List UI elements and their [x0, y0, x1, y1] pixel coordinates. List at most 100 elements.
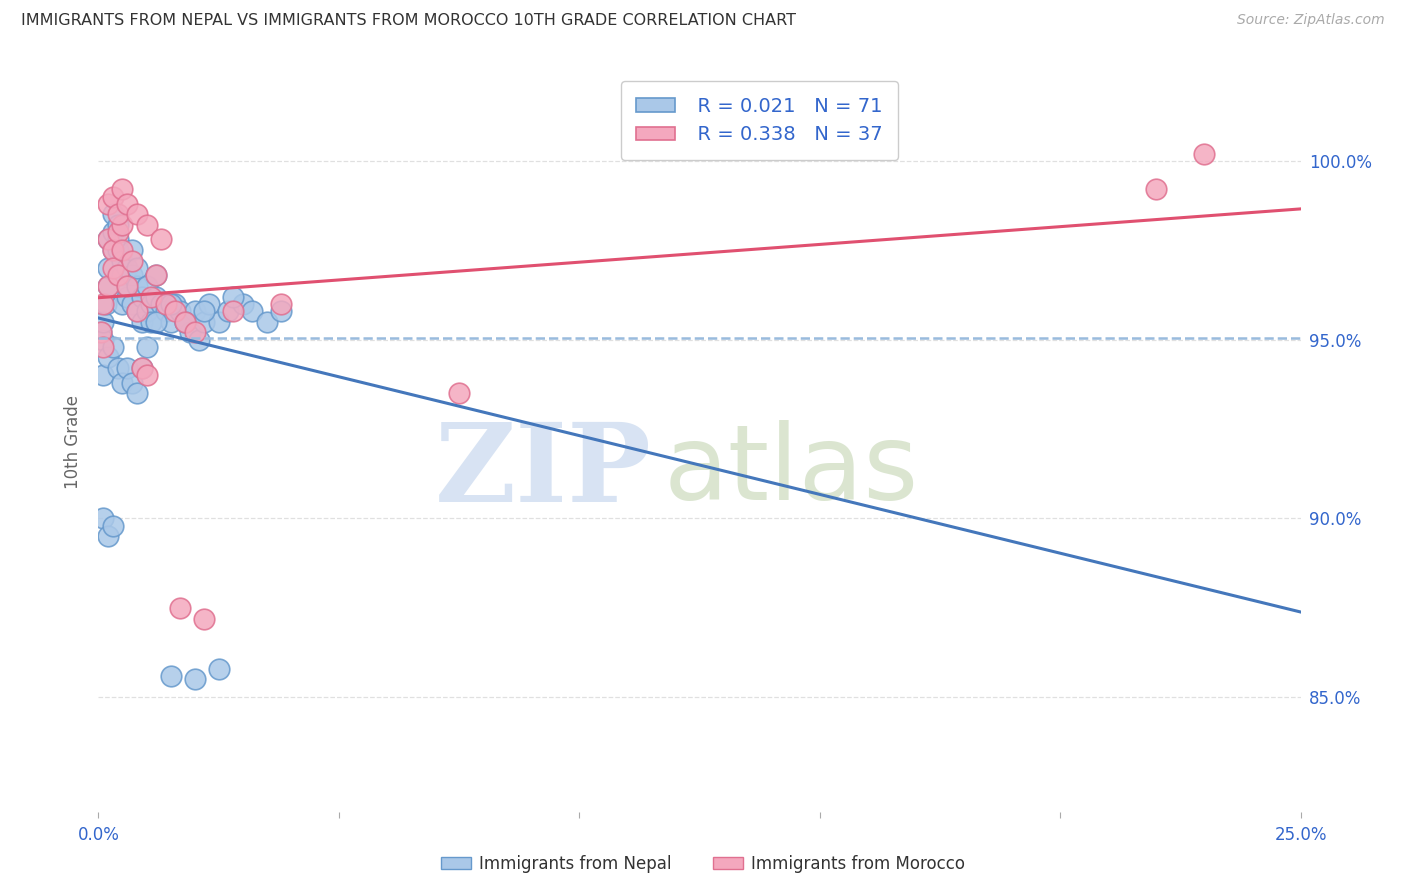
Point — [222, 304, 245, 318]
Point — [135, 368, 157, 383]
Point — [131, 315, 153, 329]
Point — [101, 243, 124, 257]
Point — [97, 261, 120, 276]
Point — [188, 333, 211, 347]
Point — [101, 243, 124, 257]
Point — [101, 340, 124, 354]
Point — [174, 315, 197, 329]
Point — [1144, 182, 1167, 196]
Point — [270, 304, 292, 318]
Point — [91, 340, 114, 354]
Text: ZIP: ZIP — [434, 417, 651, 524]
Point — [107, 225, 129, 239]
Point — [165, 297, 187, 311]
Legend: Immigrants from Nepal, Immigrants from Morocco: Immigrants from Nepal, Immigrants from M… — [434, 848, 972, 880]
Point — [97, 279, 120, 293]
Point — [145, 315, 167, 329]
Point — [135, 304, 157, 318]
Text: Source: ZipAtlas.com: Source: ZipAtlas.com — [1237, 13, 1385, 28]
Point — [117, 279, 139, 293]
Point — [117, 196, 139, 211]
Point — [101, 225, 124, 239]
Legend:   R = 0.021   N = 71,   R = 0.338   N = 37: R = 0.021 N = 71, R = 0.338 N = 37 — [621, 81, 898, 160]
Point — [111, 243, 134, 257]
Point — [240, 304, 263, 318]
Point — [174, 315, 197, 329]
Point — [91, 511, 114, 525]
Point — [179, 326, 201, 340]
Y-axis label: 10th Grade: 10th Grade — [65, 394, 83, 489]
Point — [101, 518, 124, 533]
Point — [117, 261, 139, 276]
Point — [208, 315, 231, 329]
Point — [145, 268, 167, 283]
Point — [97, 351, 120, 365]
Point — [107, 268, 129, 283]
Point — [222, 290, 245, 304]
Point — [145, 290, 167, 304]
Point — [183, 304, 205, 318]
Point — [145, 268, 167, 283]
Point — [155, 304, 177, 318]
Point — [121, 376, 143, 390]
Point — [198, 297, 221, 311]
Point — [121, 268, 143, 283]
Point — [97, 232, 120, 246]
Point — [131, 361, 153, 376]
Point — [94, 297, 117, 311]
Point — [208, 662, 231, 676]
Point — [107, 207, 129, 221]
Point — [101, 207, 124, 221]
Point — [121, 297, 143, 311]
Point — [111, 182, 134, 196]
Point — [97, 279, 120, 293]
Point — [183, 673, 205, 687]
Point — [117, 361, 139, 376]
Point — [159, 315, 181, 329]
Point — [111, 297, 134, 311]
Point — [131, 361, 153, 376]
Point — [135, 279, 157, 293]
Point — [193, 611, 215, 625]
Point — [125, 261, 148, 276]
Point — [149, 232, 172, 246]
Point — [111, 218, 134, 232]
Text: IMMIGRANTS FROM NEPAL VS IMMIGRANTS FROM MOROCCO 10TH GRADE CORRELATION CHART: IMMIGRANTS FROM NEPAL VS IMMIGRANTS FROM… — [21, 13, 796, 29]
Point — [447, 386, 470, 401]
Point — [159, 297, 181, 311]
Point — [97, 232, 120, 246]
Point — [101, 189, 124, 203]
Point — [117, 279, 139, 293]
Point — [101, 261, 124, 276]
Point — [111, 254, 134, 268]
Point — [232, 297, 254, 311]
Point — [169, 600, 191, 615]
Point — [121, 254, 143, 268]
Point — [193, 304, 215, 318]
Point — [135, 340, 157, 354]
Point — [107, 232, 129, 246]
Point — [193, 315, 215, 329]
Point — [183, 326, 205, 340]
Point — [125, 207, 148, 221]
Point — [117, 290, 139, 304]
Point — [217, 304, 239, 318]
Point — [111, 376, 134, 390]
Point — [135, 218, 157, 232]
Point — [91, 315, 114, 329]
Point — [1194, 146, 1216, 161]
Point — [91, 297, 114, 311]
Point — [131, 290, 153, 304]
Point — [125, 279, 148, 293]
Point — [159, 669, 181, 683]
Point — [90, 326, 112, 340]
Point — [121, 243, 143, 257]
Point — [125, 386, 148, 401]
Point — [91, 333, 114, 347]
Point — [111, 268, 134, 283]
Point — [256, 315, 278, 329]
Point — [97, 529, 120, 543]
Point — [125, 304, 148, 318]
Point — [107, 243, 129, 257]
Point — [141, 290, 163, 304]
